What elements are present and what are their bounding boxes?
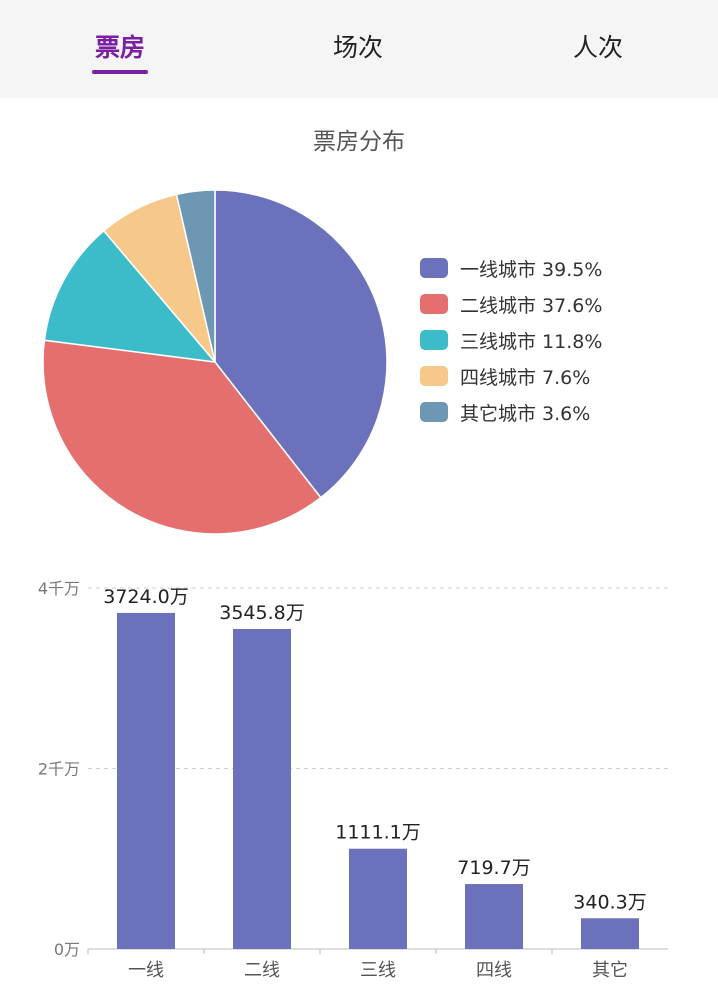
- pie-slice-5: [175, 189, 216, 363]
- pie-slice-3: [43, 229, 217, 363]
- pie-legend: 一线城市 39.5% 二线城市 37.6% 三线城市 11.8% 四线城市 7.…: [420, 250, 602, 430]
- legend-swatch-tier3: [420, 330, 448, 350]
- x-category-label: 二线: [244, 960, 280, 981]
- x-category-label: 一线: [128, 960, 164, 981]
- legend-label: 三线城市 11.8%: [460, 330, 603, 353]
- legend-swatch-tier1: [420, 258, 448, 278]
- bar-value-label: 340.3万: [573, 891, 646, 913]
- tab-attendance[interactable]: 人次: [572, 33, 623, 62]
- legend-item: 一线城市 39.5%: [420, 250, 602, 286]
- bar-value-label: 1111.1万: [335, 822, 420, 844]
- legend-item: 二线城市 37.6%: [420, 286, 602, 322]
- bar-value-label: 719.7万: [457, 857, 530, 879]
- pie-slice-2: [42, 339, 322, 535]
- legend-label: 二线城市 37.6%: [460, 294, 603, 317]
- bar-2: [233, 628, 291, 949]
- tab-screenings[interactable]: 场次: [332, 33, 383, 62]
- bar-value-label: 3724.0万: [103, 586, 188, 608]
- active-tab-underline: [92, 70, 148, 74]
- pie-chart-title: 票房分布: [313, 129, 405, 155]
- x-category-label: 四线: [476, 960, 512, 981]
- y-tick-label: 2千万: [38, 760, 80, 779]
- bar-4: [465, 884, 523, 949]
- legend-label: 一线城市 39.5%: [460, 258, 603, 281]
- bar-5: [581, 918, 639, 949]
- pie-chart: [42, 189, 388, 535]
- legend-item: 其它城市 3.6%: [420, 394, 602, 430]
- legend-label: 四线城市 7.6%: [460, 366, 591, 389]
- bar-3: [349, 848, 407, 949]
- pie-slice-1: [214, 189, 388, 499]
- x-category-label: 其它: [592, 960, 628, 981]
- legend-label: 其它城市 3.6%: [460, 402, 591, 425]
- legend-swatch-other: [420, 402, 448, 422]
- y-tick-label: 0万: [54, 940, 80, 959]
- legend-swatch-tier4: [420, 366, 448, 386]
- bar-value-label: 3545.8万: [219, 602, 304, 624]
- tab-bar: 票房 场次 人次: [0, 0, 718, 98]
- bar-1: [117, 612, 175, 949]
- y-tick-label: 4千万: [38, 579, 80, 598]
- legend-item: 四线城市 7.6%: [420, 358, 602, 394]
- legend-item: 三线城市 11.8%: [420, 322, 602, 358]
- legend-swatch-tier2: [420, 294, 448, 314]
- tab-box-office[interactable]: 票房: [94, 33, 145, 62]
- x-category-label: 三线: [360, 960, 396, 981]
